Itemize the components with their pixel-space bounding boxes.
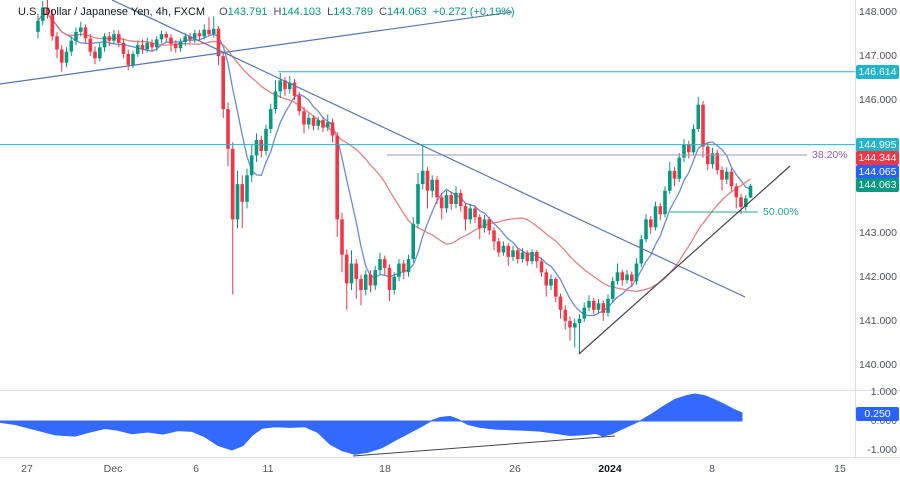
time-tick-27: 27	[21, 463, 33, 475]
low-value: 143.789	[333, 6, 374, 18]
price-badge-144.065: 144.065	[856, 164, 899, 179]
fib-label-38.20%[interactable]: 38.20%	[812, 149, 848, 161]
change-value: +0.272 (+0.19%)	[432, 6, 515, 18]
time-tick-6: 6	[193, 463, 199, 475]
trendline-3[interactable]	[578, 165, 791, 355]
price-tick-148.000: 148.000	[859, 6, 897, 18]
indicator-tick--1.000: -1.000	[867, 444, 897, 456]
close-label: C	[379, 6, 387, 18]
time-tick-11: 11	[262, 463, 274, 475]
time-tick-8: 8	[709, 463, 715, 475]
low-label: L	[327, 6, 334, 18]
fib-label-50.00%[interactable]: 50.00%	[763, 206, 799, 218]
indicator-badge-0.250: 0.250	[856, 406, 899, 421]
price-tick-143.000: 143.000	[859, 226, 897, 239]
time-tick-18: 18	[379, 463, 391, 475]
ma-fast-line	[37, 13, 751, 317]
price-badge-144.063: 144.063	[856, 178, 899, 193]
trendline-2[interactable]	[0, 11, 513, 85]
indicator-area	[0, 393, 743, 455]
symbol-legend[interactable]: U.S. Dollar / Japanese Yen, 4h, FXCM O 1…	[18, 4, 515, 20]
time-tick-2024: 2024	[598, 463, 622, 475]
time-tick-Dec: Dec	[103, 463, 123, 475]
price-tick-142.000: 142.000	[859, 270, 897, 283]
price-tick-141.000: 141.000	[859, 314, 897, 327]
pane-separator	[0, 390, 900, 391]
price-tick-147.000: 147.000	[859, 50, 897, 63]
time-tick-15: 15	[834, 463, 846, 475]
price-badge-144.344: 144.344	[856, 151, 899, 165]
symbol-title: U.S. Dollar / Japanese Yen, 4h, FXCM	[18, 6, 206, 18]
trendline-1[interactable]	[111, 0, 746, 298]
time-tick-26: 26	[509, 463, 521, 475]
price-badge-144.995: 144.995	[856, 137, 899, 152]
price-tick-140.000: 140.000	[859, 359, 897, 371]
time-axis-separator	[0, 457, 900, 458]
open-value: 143.791	[227, 6, 268, 18]
price-badge-146.614: 146.614	[856, 64, 899, 79]
trendline-4[interactable]	[352, 435, 616, 457]
price-tick-146.000: 146.000	[859, 94, 897, 107]
high-label: H	[273, 6, 282, 18]
open-label: O	[219, 6, 228, 18]
close-value: 144.063	[387, 6, 427, 18]
indicator-tick-1.000: 1.000	[870, 386, 897, 398]
candles-layer	[36, 0, 753, 354]
high-value: 144.103	[281, 6, 322, 18]
price-axis-separator	[855, 0, 856, 457]
